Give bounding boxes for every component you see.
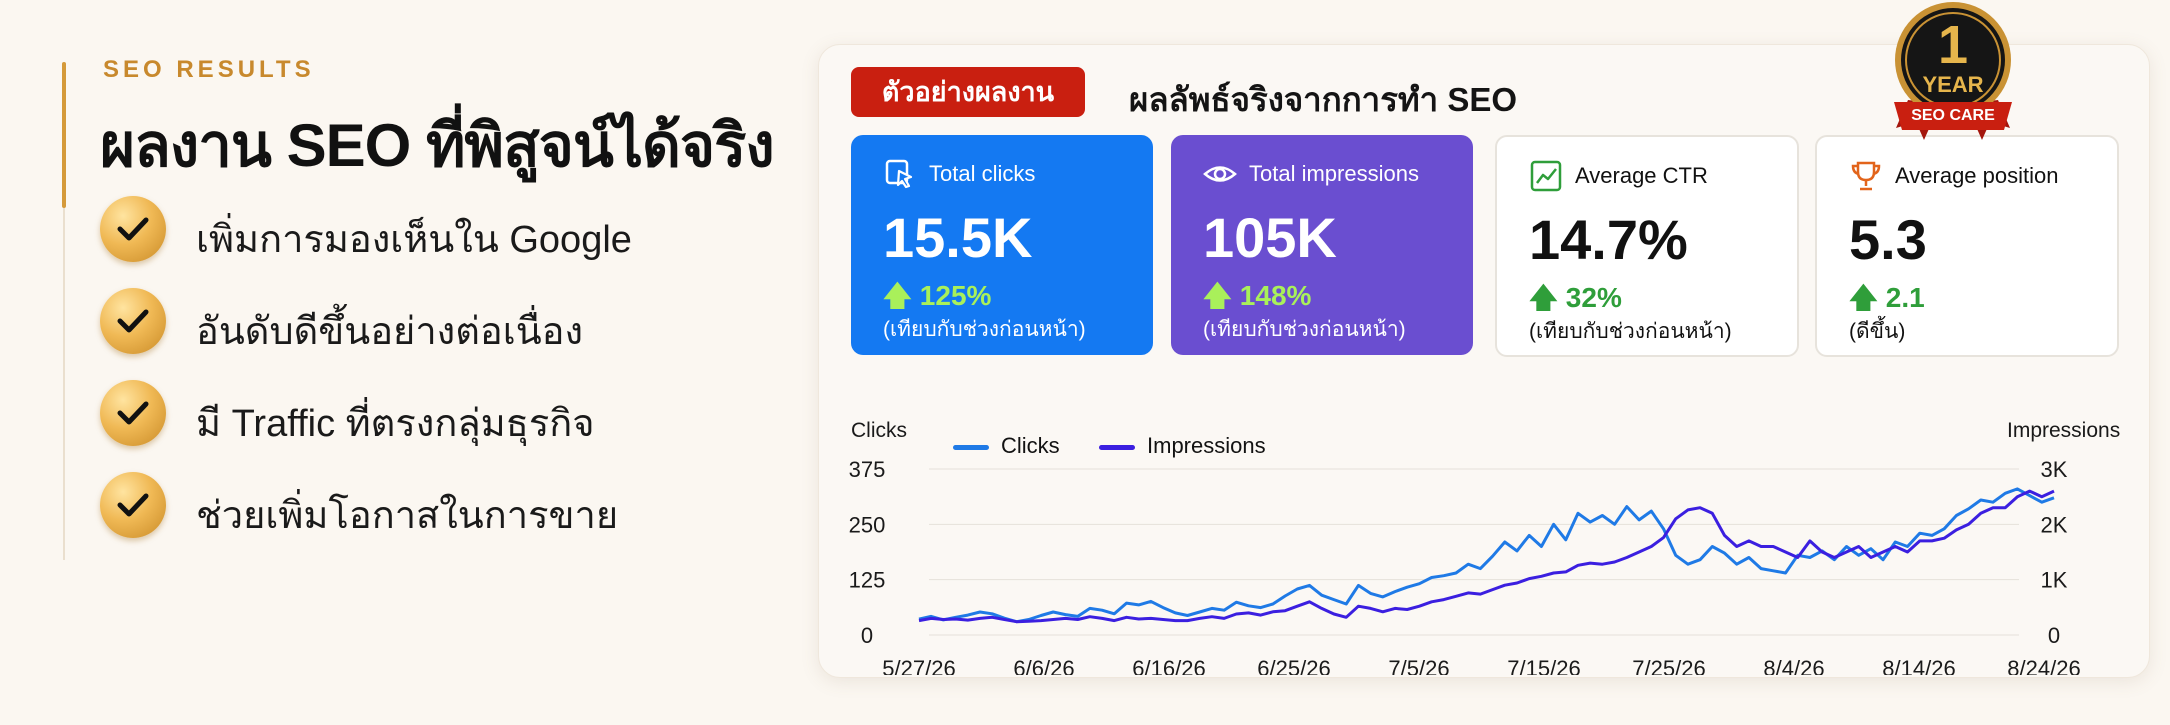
check-icon — [100, 288, 166, 354]
metric-value: 15.5K — [883, 205, 1032, 270]
x-tick-label: 6/16/26 — [1132, 656, 1205, 675]
sample-tag: ตัวอย่างผลงาน — [851, 67, 1085, 117]
benefit-text: มี Traffic ที่ตรงกลุ่มธุรกิจ — [196, 392, 595, 453]
cursor-click-icon — [883, 157, 917, 191]
y-tick-label: 125 — [849, 568, 886, 593]
x-tick-label: 6/25/26 — [1257, 656, 1330, 675]
x-tick-label: 8/4/26 — [1763, 656, 1824, 675]
badge-year: YEAR — [1888, 72, 2018, 98]
traffic-chart: Clicks Impressions Clicks Impressions 37… — [819, 365, 2149, 675]
metric-label: Total impressions — [1249, 161, 1419, 187]
panel-title: ผลลัพธ์จริงจากการทำ SEO — [1129, 73, 1517, 126]
check-icon — [100, 380, 166, 446]
metric-label: Average CTR — [1575, 163, 1708, 189]
benefit-item: มี Traffic ที่ตรงกลุ่มธุรกิจ — [100, 380, 660, 452]
trophy-icon — [1849, 159, 1883, 193]
metric-note: (เทียบกับช่วงก่อนหน้า) — [1529, 315, 1732, 348]
badge-ribbon: SEO CARE — [1888, 102, 2018, 130]
headline: ผลงาน SEO ที่พิสูจน์ได้จริง — [100, 98, 774, 193]
accent-bar — [62, 62, 66, 208]
metric-note: (ดีขึ้น) — [1849, 315, 1905, 348]
metric-value: 5.3 — [1849, 207, 1927, 272]
badge-number: 1 — [1888, 14, 2018, 76]
metric-card-ctr: Average CTR 14.7% 🡅 32% (เทียบกับช่วงก่อน… — [1495, 135, 1799, 357]
x-tick-label: 6/6/26 — [1013, 656, 1074, 675]
y-tick-label: 0 — [861, 623, 873, 648]
benefit-text: อันดับดีขึ้นอย่างต่อเนื่อง — [196, 300, 583, 361]
metric-delta-value: 125% — [920, 280, 992, 311]
metric-card-clicks: Total clicks 15.5K 🡅 125% (เทียบกับช่วงก่… — [851, 135, 1153, 355]
y-tick-label: 250 — [849, 512, 886, 537]
x-tick-label: 7/15/26 — [1507, 656, 1580, 675]
y2-tick-label: 0 — [2048, 623, 2060, 648]
y2-tick-label: 1K — [2041, 568, 2068, 593]
x-tick-label: 8/24/26 — [2007, 656, 2080, 675]
benefit-text: เพิ่มการมองเห็นใน Google — [196, 208, 632, 269]
metric-label: Total clicks — [929, 161, 1035, 187]
eye-icon — [1203, 157, 1237, 191]
x-tick-label: 5/27/26 — [882, 656, 955, 675]
metric-note: (เทียบกับช่วงก่อนหน้า) — [1203, 313, 1406, 346]
metric-value: 14.7% — [1529, 207, 1688, 272]
series-line-clicks — [919, 489, 2054, 622]
metric-delta-value: 2.1 — [1886, 282, 1925, 313]
check-icon — [100, 472, 166, 538]
seo-care-badge: 1 YEAR SEO CARE — [1888, 0, 2018, 150]
chart-canvas: 375 3K 250 2K 125 1K 0 0 5/27/26 6/6/26 6/16/26 6/2… — [819, 365, 2149, 675]
y2-tick-label: 2K — [2041, 512, 2068, 537]
x-tick-label: 7/5/26 — [1388, 656, 1449, 675]
metric-card-impressions: Total impressions 105K 🡅 148% (เทียบกับช่… — [1171, 135, 1473, 355]
benefit-item: ช่วยเพิ่มโอกาสในการขาย — [100, 472, 660, 544]
x-tick-label: 8/14/26 — [1882, 656, 1955, 675]
x-tick-label: 7/25/26 — [1632, 656, 1705, 675]
trend-up-icon — [1529, 159, 1563, 193]
metric-label: Average position — [1895, 163, 2059, 189]
eyebrow: SEO RESULTS — [103, 56, 315, 84]
accent-bar-faint — [63, 208, 65, 560]
check-icon — [100, 196, 166, 262]
metric-delta-value: 148% — [1240, 280, 1312, 311]
metric-value: 105K — [1203, 205, 1337, 270]
benefit-item: เพิ่มการมองเห็นใน Google — [100, 196, 660, 268]
metric-delta-value: 32% — [1566, 282, 1622, 313]
metric-card-position: Average position 5.3 🡅 2.1 (ดีขึ้น) — [1815, 135, 2119, 357]
benefit-text: ช่วยเพิ่มโอกาสในการขาย — [196, 484, 618, 545]
benefit-item: อันดับดีขึ้นอย่างต่อเนื่อง — [100, 288, 660, 360]
metric-note: (เทียบกับช่วงก่อนหน้า) — [883, 313, 1086, 346]
y-tick-label: 375 — [849, 457, 886, 482]
y2-tick-label: 3K — [2041, 457, 2068, 482]
